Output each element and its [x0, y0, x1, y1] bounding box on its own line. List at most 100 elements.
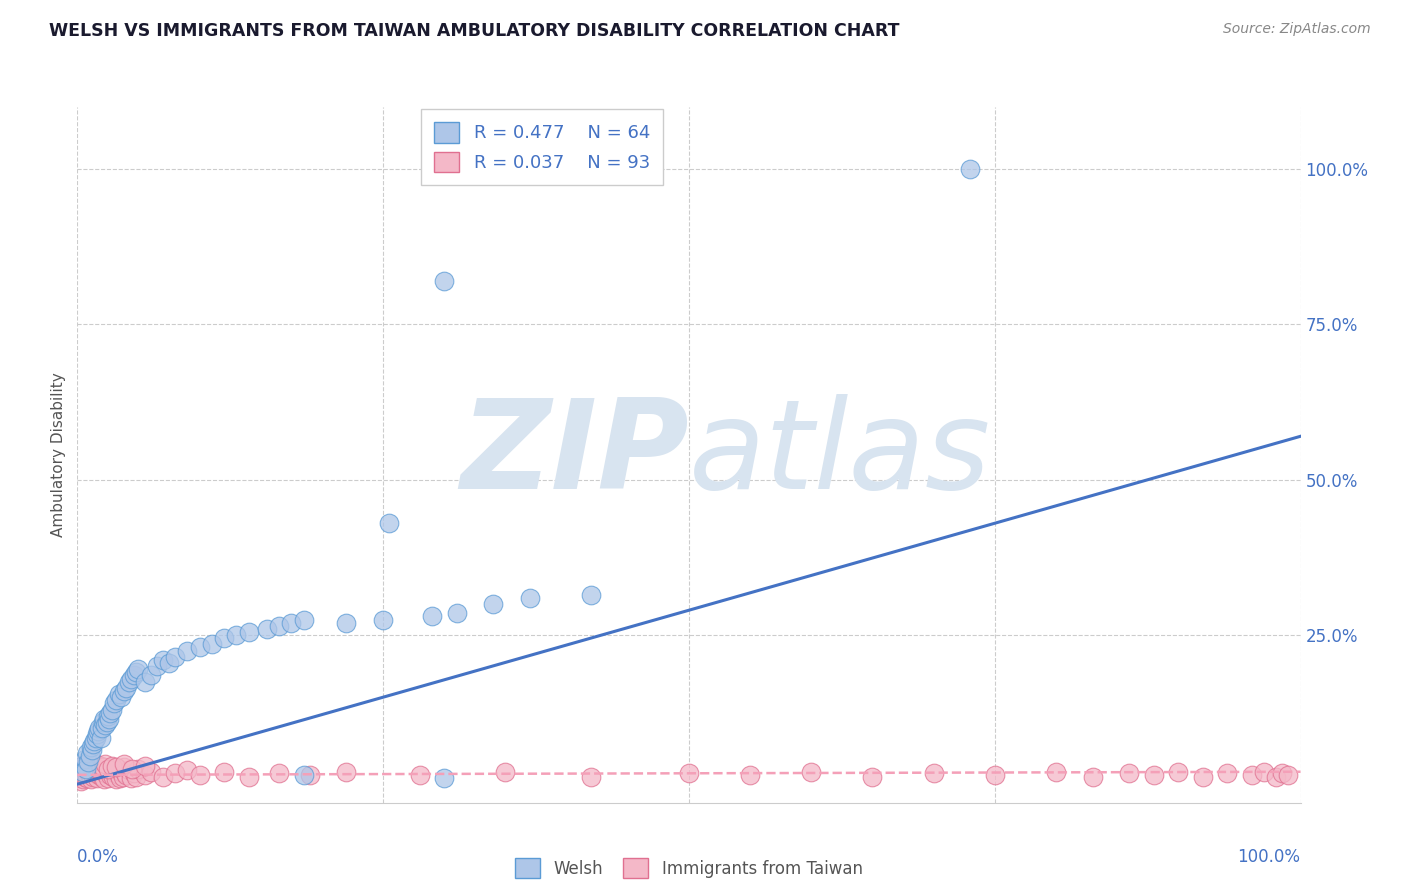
- Point: [1191, 770, 1213, 784]
- Point: [91, 714, 114, 729]
- Point: [94, 718, 117, 732]
- Point: [371, 613, 394, 627]
- Point: [519, 591, 541, 605]
- Point: [1045, 764, 1067, 779]
- Point: [77, 756, 100, 770]
- Point: [107, 762, 129, 776]
- Point: [335, 764, 357, 779]
- Point: [1118, 766, 1140, 780]
- Point: [1167, 764, 1189, 779]
- Point: [98, 764, 121, 779]
- Point: [1240, 768, 1263, 782]
- Point: [678, 766, 700, 780]
- Point: [409, 768, 432, 782]
- Point: [86, 727, 108, 741]
- Point: [1081, 770, 1104, 784]
- Point: [80, 772, 103, 787]
- Point: [103, 697, 125, 711]
- Point: [433, 274, 456, 288]
- Point: [112, 757, 135, 772]
- Point: [108, 768, 131, 782]
- Point: [1253, 764, 1275, 779]
- Point: [1265, 770, 1288, 784]
- Point: [212, 631, 235, 645]
- Point: [77, 762, 100, 776]
- Point: [87, 762, 110, 776]
- Point: [73, 752, 96, 766]
- Point: [238, 624, 260, 639]
- Text: 0.0%: 0.0%: [77, 848, 120, 866]
- Point: [280, 615, 302, 630]
- Point: [110, 690, 132, 705]
- Point: [118, 674, 141, 689]
- Point: [89, 721, 111, 735]
- Point: [335, 615, 357, 630]
- Point: [70, 758, 93, 772]
- Point: [91, 764, 114, 778]
- Point: [105, 693, 128, 707]
- Point: [446, 607, 468, 621]
- Point: [83, 766, 105, 780]
- Point: [100, 703, 122, 717]
- Point: [134, 768, 156, 782]
- Point: [94, 757, 117, 772]
- Point: [70, 774, 93, 789]
- Point: [152, 653, 174, 667]
- Point: [579, 588, 602, 602]
- Legend: R = 0.477    N = 64, R = 0.037    N = 93: R = 0.477 N = 64, R = 0.037 N = 93: [422, 109, 662, 186]
- Point: [84, 757, 107, 772]
- Point: [76, 771, 98, 785]
- Point: [91, 760, 114, 774]
- Point: [75, 762, 97, 776]
- Text: 100.0%: 100.0%: [1237, 848, 1301, 866]
- Point: [103, 764, 125, 778]
- Point: [165, 766, 187, 780]
- Point: [118, 764, 141, 778]
- Point: [80, 758, 103, 772]
- Point: [127, 662, 149, 676]
- Point: [76, 746, 98, 760]
- Point: [1143, 768, 1166, 782]
- Point: [125, 770, 148, 784]
- Point: [269, 619, 291, 633]
- Point: [176, 643, 198, 657]
- Point: [176, 764, 198, 778]
- Point: [127, 762, 149, 776]
- Point: [114, 766, 136, 780]
- Point: [105, 772, 128, 787]
- Text: ZIP: ZIP: [460, 394, 689, 516]
- Point: [112, 684, 135, 698]
- Point: [115, 681, 138, 695]
- Point: [97, 708, 120, 723]
- Point: [495, 764, 517, 779]
- Point: [122, 668, 145, 682]
- Point: [115, 768, 138, 782]
- Point: [188, 640, 211, 655]
- Point: [72, 760, 94, 774]
- Point: [80, 739, 103, 754]
- Point: [84, 731, 107, 745]
- Point: [100, 760, 122, 774]
- Point: [70, 758, 93, 772]
- Point: [77, 764, 100, 779]
- Point: [79, 768, 101, 782]
- Point: [984, 768, 1007, 782]
- Point: [165, 649, 187, 664]
- Point: [82, 737, 104, 751]
- Point: [80, 743, 103, 757]
- Text: atlas: atlas: [689, 394, 991, 516]
- Point: [86, 771, 108, 785]
- Point: [93, 712, 115, 726]
- Point: [72, 764, 94, 779]
- Point: [98, 706, 121, 720]
- Point: [90, 731, 112, 745]
- Point: [101, 770, 124, 784]
- Point: [89, 768, 111, 782]
- Point: [292, 613, 315, 627]
- Point: [108, 687, 131, 701]
- Point: [225, 628, 247, 642]
- Point: [110, 764, 132, 779]
- Point: [93, 772, 115, 787]
- Point: [87, 764, 110, 779]
- Point: [82, 770, 104, 784]
